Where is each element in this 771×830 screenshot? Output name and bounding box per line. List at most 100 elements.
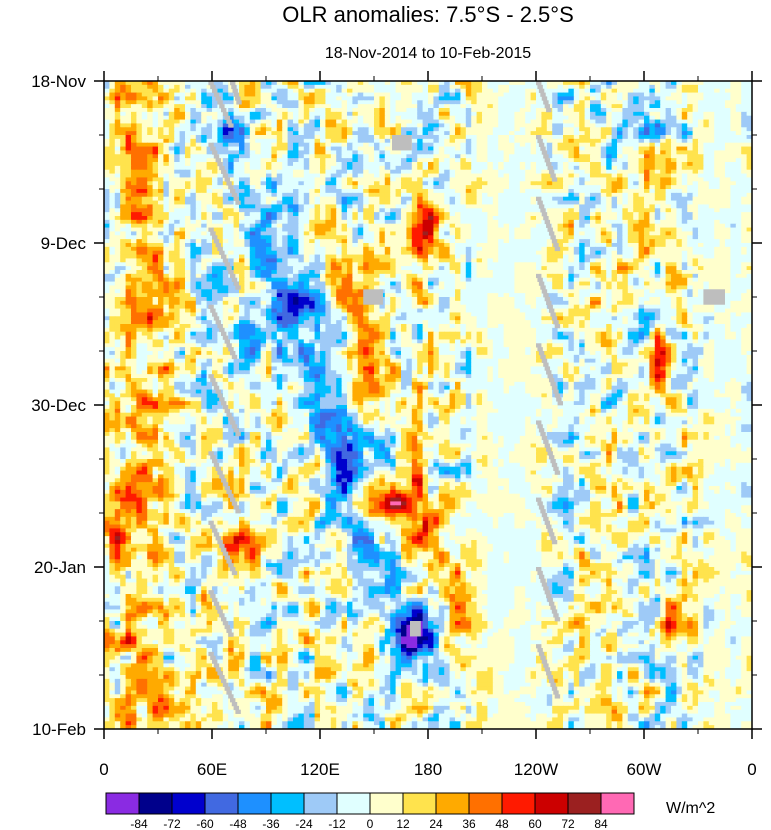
anomaly-cell bbox=[336, 84, 343, 90]
anomaly-cell bbox=[644, 96, 650, 101]
anomaly-cell bbox=[611, 212, 618, 217]
anomaly-cell bbox=[374, 88, 380, 94]
anomaly-cell bbox=[600, 219, 607, 225]
anomaly-cell bbox=[579, 181, 586, 186]
anomaly-cell bbox=[239, 108, 245, 113]
anomaly-cell bbox=[465, 138, 472, 144]
anomaly-cell bbox=[260, 119, 267, 125]
anomaly-cell bbox=[179, 200, 186, 206]
anomaly-cell bbox=[271, 81, 278, 86]
anomaly-cell bbox=[600, 158, 607, 163]
anomaly-cell bbox=[665, 104, 672, 109]
anomaly-cell bbox=[476, 111, 483, 117]
anomaly-cell bbox=[174, 88, 181, 94]
anomaly-cell bbox=[698, 231, 704, 236]
anomaly-cell bbox=[260, 104, 267, 109]
anomaly-cell bbox=[471, 100, 478, 105]
anomaly-cell bbox=[730, 154, 737, 159]
anomaly-cell bbox=[568, 135, 575, 140]
anomaly-cell bbox=[600, 88, 607, 94]
anomaly-cell bbox=[201, 169, 208, 175]
anomaly-cell bbox=[627, 192, 634, 198]
anomaly-cell bbox=[417, 135, 424, 140]
anomaly-cell bbox=[406, 88, 413, 94]
anomaly-cell bbox=[719, 88, 726, 94]
anomaly-cell bbox=[222, 181, 229, 186]
anomaly-cell bbox=[644, 189, 650, 194]
anomaly-cell bbox=[131, 104, 137, 109]
anomaly-cell bbox=[708, 92, 715, 98]
anomaly-cell bbox=[411, 138, 418, 144]
anomaly-cell bbox=[487, 154, 494, 159]
anomaly-cell bbox=[390, 131, 397, 136]
anomaly-cell bbox=[206, 196, 213, 202]
anomaly-cell bbox=[611, 227, 618, 233]
anomaly-cell bbox=[314, 88, 321, 94]
anomaly-cell bbox=[557, 104, 564, 109]
anomaly-cell bbox=[584, 131, 591, 136]
anomaly-cell bbox=[719, 216, 726, 221]
anomaly-cell bbox=[741, 208, 748, 213]
anomaly-cell bbox=[681, 104, 688, 109]
anomaly-cell bbox=[665, 123, 672, 128]
anomaly-cell bbox=[698, 181, 704, 186]
anomaly-cell bbox=[417, 239, 424, 244]
anomaly-cell bbox=[330, 131, 337, 136]
anomaly-cell bbox=[455, 165, 461, 171]
anomaly-cell bbox=[519, 165, 526, 171]
anomaly-cell bbox=[141, 208, 148, 213]
anomaly-cell bbox=[525, 104, 532, 109]
anomaly-cell bbox=[249, 100, 256, 105]
anomaly-cell bbox=[525, 223, 532, 229]
anomaly-cell bbox=[514, 169, 521, 175]
anomaly-cell bbox=[330, 196, 337, 202]
anomaly-cell bbox=[665, 189, 672, 194]
anomaly-cell bbox=[638, 200, 645, 206]
anomaly-cell bbox=[471, 88, 478, 94]
anomaly-cell bbox=[433, 88, 440, 94]
anomaly-cell bbox=[168, 216, 175, 221]
anomaly-cell bbox=[460, 208, 467, 213]
anomaly-cell bbox=[498, 185, 505, 190]
anomaly-cell bbox=[190, 119, 197, 125]
anomaly-cell bbox=[239, 219, 245, 225]
anomaly-cell bbox=[654, 162, 661, 167]
anomaly-cell bbox=[303, 96, 310, 101]
anomaly-cell bbox=[104, 219, 110, 225]
anomaly-cell bbox=[174, 108, 181, 113]
anomaly-cell bbox=[476, 142, 483, 148]
anomaly-cell bbox=[498, 204, 505, 209]
anomaly-cell bbox=[422, 181, 429, 186]
anomaly-cell bbox=[411, 131, 418, 136]
anomaly-cell bbox=[633, 142, 640, 148]
anomaly-cell bbox=[465, 208, 472, 213]
anomaly-cell bbox=[460, 162, 467, 167]
anomaly-cell bbox=[357, 131, 364, 136]
anomaly-cell bbox=[195, 192, 202, 198]
anomaly-cell bbox=[611, 235, 618, 240]
anomaly-cell bbox=[330, 235, 337, 240]
anomaly-cell bbox=[125, 196, 132, 202]
anomaly-cell bbox=[131, 115, 137, 121]
anomaly-cell bbox=[471, 96, 478, 101]
anomaly-cell bbox=[573, 185, 580, 190]
anomaly-cell bbox=[363, 223, 370, 229]
anomaly-cell bbox=[595, 200, 602, 206]
anomaly-cell bbox=[428, 212, 434, 217]
anomaly-cell bbox=[633, 100, 640, 105]
anomaly-cell bbox=[433, 92, 440, 98]
anomaly-cell bbox=[206, 127, 213, 132]
anomaly-cell bbox=[487, 181, 494, 186]
anomaly-cell bbox=[644, 200, 650, 206]
anomaly-cell bbox=[131, 231, 137, 236]
anomaly-cell bbox=[449, 212, 456, 217]
anomaly-cell bbox=[498, 165, 505, 171]
anomaly-cell bbox=[287, 123, 294, 128]
anomaly-cell bbox=[444, 239, 451, 244]
anomaly-cell bbox=[260, 100, 267, 105]
anomaly-cell bbox=[741, 158, 748, 163]
anomaly-cell bbox=[519, 162, 526, 167]
anomaly-cell bbox=[590, 200, 596, 206]
anomaly-cell bbox=[600, 173, 607, 179]
anomaly-cell bbox=[249, 189, 256, 194]
